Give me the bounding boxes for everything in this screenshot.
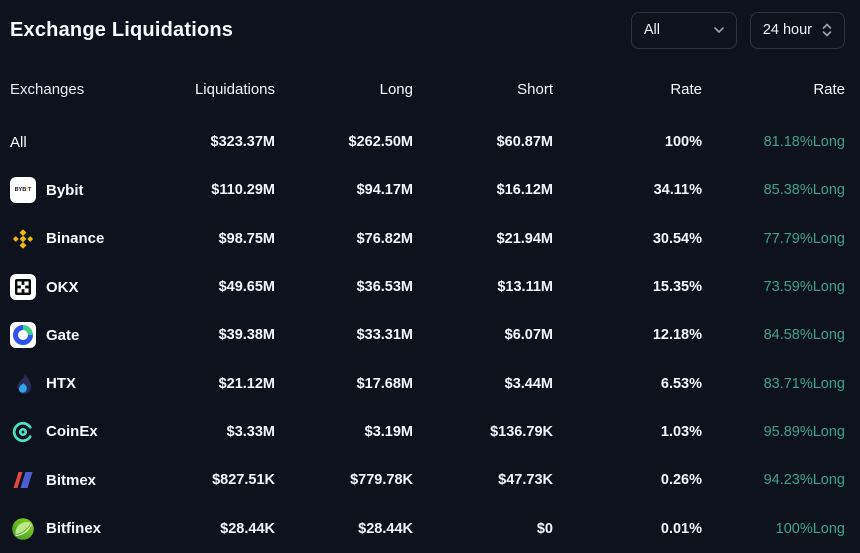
gate-logo-icon <box>10 322 36 349</box>
exchange-name: Binance <box>46 230 105 248</box>
exchange-name: OKX <box>46 278 79 296</box>
short-value: $47.73K <box>498 472 553 489</box>
rate-value: 100% <box>664 134 702 151</box>
timeframe-dropdown[interactable]: 24 hour <box>749 11 845 49</box>
liquidations-value: $323.37M <box>210 134 276 151</box>
short-value: $0 <box>536 520 553 537</box>
rate-value: 34.11% <box>653 182 702 199</box>
caret-down-icon <box>714 27 724 33</box>
long-rate-value: 94.23%Long <box>763 472 845 489</box>
rate-value: 0.26% <box>660 472 702 489</box>
htx-logo-icon <box>10 371 36 397</box>
liquidations-value: $3.33M <box>226 423 275 440</box>
rate-value: 1.03% <box>660 423 702 440</box>
rate-value: 12.18% <box>652 327 702 344</box>
column-header-long: Long <box>379 80 413 98</box>
long-rate-value: 77.79%Long <box>763 230 845 247</box>
exchange-filter-value: All <box>643 22 660 38</box>
short-value: $60.87M <box>496 134 553 151</box>
short-value: $16.12M <box>496 182 553 199</box>
long-rate-value: 95.89%Long <box>763 423 845 440</box>
long-value: $779.78K <box>350 472 413 489</box>
column-header-long-rate: Rate <box>813 80 845 98</box>
liquidations-value: $21.12M <box>218 375 275 392</box>
liquidations-value: $28.44K <box>220 520 275 537</box>
short-value: $21.94M <box>496 230 553 247</box>
header-controls: All 24 hour <box>630 11 845 49</box>
column-header-liquidations: Liquidations <box>194 80 275 98</box>
exchange-name: Bybit <box>46 181 84 199</box>
table-row-gate[interactable]: Gate $39.38M $33.31M $6.07M 12.18% 84.58… <box>0 311 860 359</box>
exchange-name: Bitfinex <box>46 520 102 538</box>
long-rate-value: 84.58%Long <box>763 327 845 344</box>
liquidations-value: $39.38M <box>218 327 275 344</box>
liquidations-value: $110.29M <box>211 182 275 199</box>
table-row-binance[interactable]: Binance $98.75M $76.82M $21.94M 30.54% 7… <box>0 215 860 263</box>
exchange-filter-dropdown[interactable]: All <box>630 11 737 49</box>
bitfinex-logo-icon <box>10 516 36 542</box>
rate-value: 6.53% <box>660 375 702 392</box>
rate-value: 30.54% <box>652 230 702 247</box>
table-row-bitmex[interactable]: Bitmex $827.51K $779.78K $47.73K 0.26% 9… <box>0 456 860 504</box>
long-value: $94.17M <box>356 182 413 199</box>
table-row-bitfinex[interactable]: Bitfinex $28.44K $28.44K $0 0.01% 100%Lo… <box>0 504 860 552</box>
short-value: $136.79K <box>490 423 553 440</box>
column-header-rate: Rate <box>670 80 702 98</box>
long-rate-value: 73.59%Long <box>763 279 845 296</box>
bybit-logo-text: T <box>28 187 32 194</box>
binance-logo-icon <box>10 226 36 252</box>
page-title: Exchange Liquidations <box>10 18 234 41</box>
bybit-logo-accent: ! <box>26 187 29 194</box>
table-row-okx[interactable]: OKX $49.65M $36.53M $13.11M 15.35% 73.59… <box>0 263 860 311</box>
exchange-name: Bitmex <box>46 471 97 489</box>
liquidations-value: $98.75M <box>218 230 275 247</box>
long-rate-value: 83.71%Long <box>763 375 845 392</box>
okx-logo-icon <box>10 274 36 301</box>
long-rate-value: 81.18%Long <box>763 134 845 151</box>
chevron-up-down-icon <box>822 23 832 37</box>
table-row-all[interactable]: All $323.37M $262.50M $60.87M 100% 81.18… <box>0 118 860 166</box>
liquidations-value: $49.65M <box>218 279 275 296</box>
exchange-name: CoinEx <box>46 423 98 441</box>
table-row-bybit[interactable]: BYB! T Bybit $110.29M $94.17M $16.12M 34.… <box>0 166 860 214</box>
header-bar: Exchange Liquidations All 24 hour <box>0 0 860 60</box>
column-header-exchanges: Exchanges <box>10 80 85 98</box>
table-row-htx[interactable]: HTX $21.12M $17.68M $3.44M 6.53% 83.71%L… <box>0 359 860 407</box>
table-header-row: Exchanges Liquidations Long Short Rate R… <box>0 60 860 118</box>
liquidations-table: All $323.37M $262.50M $60.87M 100% 81.18… <box>0 118 860 553</box>
liquidations-value: $827.51K <box>212 472 275 489</box>
long-rate-value: 85.38%Long <box>763 182 845 199</box>
exchange-name: Gate <box>46 326 80 344</box>
bybit-logo-text: BYB <box>14 187 27 194</box>
rate-value: 0.01% <box>660 520 702 537</box>
short-value: $6.07M <box>504 327 553 344</box>
short-value: $13.11M <box>497 279 553 296</box>
timeframe-value: 24 hour <box>762 22 812 38</box>
long-value: $17.68M <box>356 375 413 392</box>
coinex-logo-icon <box>10 419 36 445</box>
bybit-logo-icon: BYB! T <box>10 177 36 204</box>
long-value: $3.19M <box>364 423 413 440</box>
long-value: $33.31M <box>356 327 413 344</box>
bitmex-logo-icon <box>10 467 36 493</box>
long-value: $262.50M <box>348 134 414 151</box>
exchange-name: HTX <box>46 375 76 393</box>
column-header-short: Short <box>517 80 553 98</box>
long-value: $76.82M <box>356 230 413 247</box>
table-row-coinex[interactable]: CoinEx $3.33M $3.19M $136.79K 1.03% 95.8… <box>0 408 860 456</box>
long-rate-value: 100%Long <box>775 520 845 537</box>
rate-value: 15.35% <box>652 279 702 296</box>
long-value: $28.44K <box>358 520 413 537</box>
exchange-name: All <box>10 133 27 151</box>
short-value: $3.44M <box>504 375 553 392</box>
long-value: $36.53M <box>356 279 413 296</box>
